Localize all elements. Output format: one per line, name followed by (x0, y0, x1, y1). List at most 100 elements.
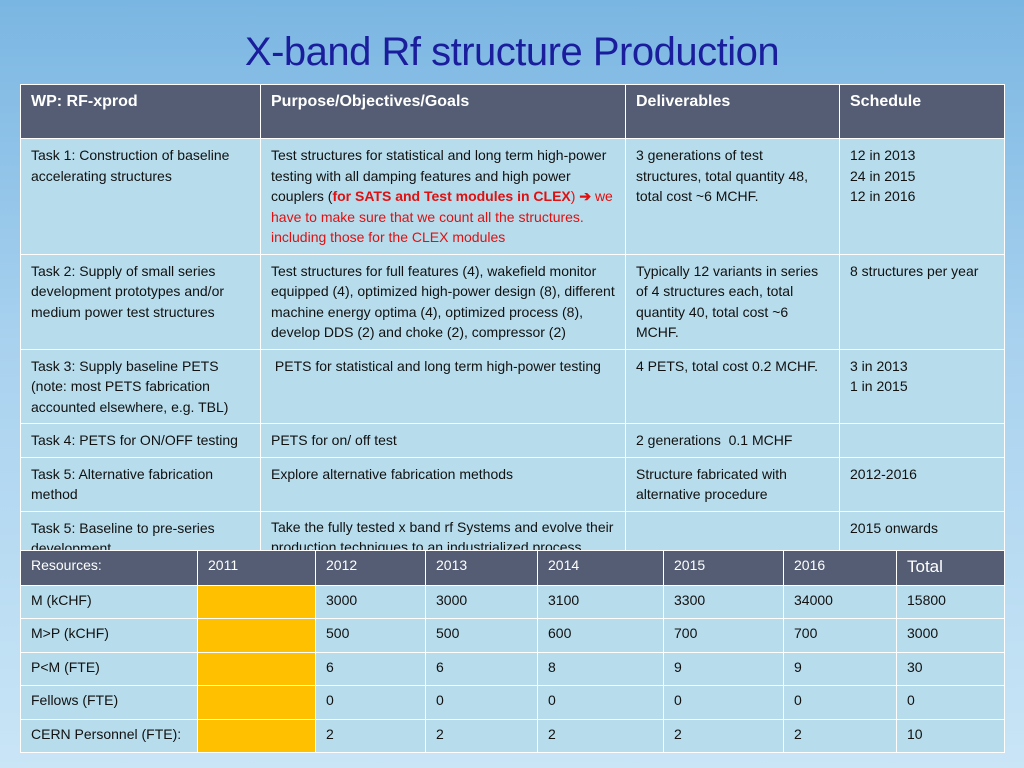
header-year: 2015 (663, 550, 784, 586)
deliverables-cell: Typically 12 variants in series of 4 str… (625, 253, 840, 350)
table-row: Task 1: Construction of baseline acceler… (20, 138, 1005, 255)
schedule-cell: 3 in 2013 1 in 2015 (839, 348, 1005, 424)
value-cell: 700 (783, 618, 897, 653)
header-year: 2012 (315, 550, 426, 586)
slide-title: X-band Rf structure Production (244, 30, 780, 74)
deliverables-cell: 3 generations of test structures, total … (625, 138, 840, 255)
purpose-cell: PETS for on/ off test (260, 423, 626, 458)
schedule-line: 12 in 2016 (850, 188, 916, 204)
value-cell: 9 (783, 651, 897, 687)
resource-label: M>P (kCHF) (20, 618, 198, 653)
resources-row: M>P (kCHF) 500 500 600 700 700 3000 (20, 618, 1005, 653)
resource-label: Fellows (FTE) (20, 685, 198, 720)
table-row: Task 3: Supply baseline PETS (note: most… (20, 348, 1005, 424)
value-cell: 6 (425, 651, 538, 687)
table-header-row: WP: RF-xprod Purpose/Objectives/Goals De… (20, 84, 1005, 139)
schedule-line: 2012-2016 (850, 465, 917, 482)
highlighted-cell (197, 618, 316, 653)
value-cell: 2 (537, 718, 664, 753)
value-cell: 2 (663, 718, 784, 753)
header-year: 2013 (425, 550, 538, 586)
purpose-note: we have to make sure that we count all t… (271, 188, 613, 245)
purpose-cell: Explore alternative fabrication methods (260, 456, 626, 512)
header-total: Total (896, 550, 1005, 586)
purpose-cell: Test structures for full features (4), w… (260, 253, 626, 350)
value-cell: 500 (315, 618, 426, 653)
resources-table: Resources: 2011 2012 2013 2014 2015 2016… (20, 550, 1005, 753)
purpose-cell: PETS for statistical and long term high-… (260, 348, 626, 424)
total-cell: 10 (896, 718, 1005, 753)
resources-row: CERN Personnel (FTE): 2 2 2 2 2 10 (20, 718, 1005, 753)
purpose-text: Test structures for statistical and long… (271, 147, 607, 204)
header-year: 2011 (197, 550, 316, 586)
value-cell: 0 (537, 685, 664, 720)
arrow-right-icon: ➔ (579, 188, 592, 204)
value-cell: 0 (663, 685, 784, 720)
schedule-line: 24 in 2015 (850, 167, 916, 184)
resource-label: M (kCHF) (20, 584, 198, 620)
total-cell: 3000 (896, 618, 1005, 653)
resource-label: CERN Personnel (FTE): (20, 718, 198, 753)
schedule-cell: 2012-2016 (839, 456, 1005, 512)
value-cell: 2 (783, 718, 897, 753)
value-cell: 700 (663, 618, 784, 653)
value-cell: 0 (783, 685, 897, 720)
value-cell: 500 (425, 618, 538, 653)
header-wp: WP: RF-xprod (20, 84, 261, 139)
resource-label: P<M (FTE) (20, 651, 198, 687)
deliverables-cell: Structure fabricated with alternative pr… (625, 456, 840, 512)
purpose-close: ) (570, 188, 576, 204)
table-row: Task 4: PETS for ON/OFF testing PETS for… (20, 423, 1005, 458)
schedule-cell (839, 423, 1005, 458)
header-purpose: Purpose/Objectives/Goals (260, 84, 626, 139)
task-cell: Task 1: Construction of baseline acceler… (20, 138, 261, 255)
schedule-line: 12 in 2013 (850, 147, 916, 163)
table-row: Task 5: Alternative fabrication method E… (20, 456, 1005, 512)
highlighted-cell (197, 651, 316, 687)
value-cell: 6 (315, 651, 426, 687)
deliverables-cell: 2 generations 0.1 MCHF (625, 423, 840, 458)
work-package-table: WP: RF-xprod Purpose/Objectives/Goals De… (20, 84, 1005, 566)
schedule-cell: 12 in 2013 24 in 2015 12 in 2016 (839, 138, 1005, 255)
header-year: 2016 (783, 550, 897, 586)
value-cell: 2 (425, 718, 538, 753)
task-cell: Task 5: Alternative fabrication method (20, 456, 261, 512)
schedule-line: 3 in 2013 (850, 357, 908, 374)
schedule-line: 1 in 2015 (850, 378, 908, 394)
purpose-cell: Test structures for statistical and long… (260, 138, 626, 255)
value-cell: 3300 (663, 584, 784, 620)
total-cell: 15800 (896, 584, 1005, 620)
value-cell: 600 (537, 618, 664, 653)
value-cell: 2 (315, 718, 426, 753)
schedule-cell: 8 structures per year (839, 253, 1005, 350)
value-cell: 9 (663, 651, 784, 687)
table-row: Task 2: Supply of small series developme… (20, 253, 1005, 350)
header-year: 2014 (537, 550, 664, 586)
total-cell: 30 (896, 651, 1005, 687)
purpose-emphasis: for SATS and Test modules in CLEX (332, 188, 571, 204)
value-cell: 3000 (425, 584, 538, 620)
header-deliverables: Deliverables (625, 84, 840, 139)
value-cell: 0 (315, 685, 426, 720)
value-cell: 0 (425, 685, 538, 720)
total-cell: 0 (896, 685, 1005, 720)
highlighted-cell (197, 718, 316, 753)
value-cell: 8 (537, 651, 664, 687)
resources-row: M (kCHF) 3000 3000 3100 3300 34000 15800 (20, 584, 1005, 620)
resources-row: Fellows (FTE) 0 0 0 0 0 0 (20, 685, 1005, 720)
task-cell: Task 4: PETS for ON/OFF testing (20, 423, 261, 458)
schedule-line: 2015 onwards (850, 519, 938, 536)
highlighted-cell (197, 584, 316, 620)
header-resources: Resources: (20, 550, 198, 586)
value-cell: 3000 (315, 584, 426, 620)
header-schedule: Schedule (839, 84, 1005, 139)
value-cell: 3100 (537, 584, 664, 620)
deliverables-cell: 4 PETS, total cost 0.2 MCHF. (625, 348, 840, 424)
resources-header-row: Resources: 2011 2012 2013 2014 2015 2016… (20, 550, 1005, 586)
schedule-line: 8 structures per year (850, 262, 979, 279)
task-cell: Task 3: Supply baseline PETS (note: most… (20, 348, 261, 424)
resources-row: P<M (FTE) 6 6 8 9 9 30 (20, 651, 1005, 687)
value-cell: 34000 (783, 584, 897, 620)
highlighted-cell (197, 685, 316, 720)
task-cell: Task 2: Supply of small series developme… (20, 253, 261, 350)
